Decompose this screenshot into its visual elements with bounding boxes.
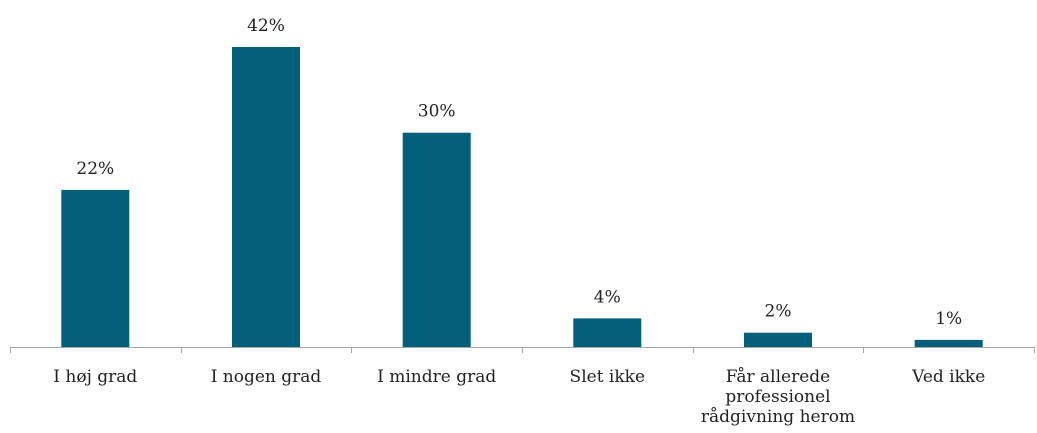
- category-label-line: I høj grad: [53, 367, 137, 387]
- category-label-i-hoj-grad: I høj grad: [53, 367, 137, 387]
- category-labels-group: I høj grad I nogen grad I mindre grad Slet …: [53, 367, 985, 427]
- bars-group: [61, 47, 983, 347]
- category-label-line: I mindre grad: [377, 367, 496, 387]
- bar-i-hoj-grad: [61, 189, 130, 347]
- data-labels-group: 22% 42% 30% 4% 2% 1%: [76, 16, 962, 329]
- category-label-far-allerede-professionel-radgivning-herom: Får allerede professionel rådgivning herom: [701, 367, 855, 427]
- data-label-ved-ikke: 1%: [935, 309, 962, 329]
- category-label-line: professionel: [725, 387, 830, 407]
- category-label-slet-ikke: Slet ikke: [570, 367, 645, 387]
- bar-ved-ikke: [914, 339, 983, 347]
- bar-i-mindre-grad: [402, 132, 471, 347]
- category-label-line: Får allerede: [726, 367, 831, 387]
- data-label-slet-ikke: 4%: [594, 287, 621, 307]
- category-label-i-nogen-grad: I nogen grad: [211, 367, 322, 387]
- category-label-i-mindre-grad: I mindre grad: [377, 367, 496, 387]
- category-label-line: I nogen grad: [211, 367, 322, 387]
- bar-i-nogen-grad: [232, 47, 300, 347]
- data-label-i-hoj-grad: 22%: [76, 159, 114, 179]
- category-label-ved-ikke: Ved ikke: [911, 367, 985, 387]
- data-label-i-nogen-grad: 42%: [247, 16, 285, 36]
- category-label-line: rådgivning herom: [701, 407, 855, 427]
- category-label-line: Slet ikke: [570, 367, 645, 387]
- category-label-line: Ved ikke: [911, 367, 985, 387]
- data-label-far-allerede-professionel-radgivning-herom: 2%: [765, 302, 792, 322]
- bar-slet-ikke: [573, 318, 642, 347]
- data-label-i-mindre-grad: 30%: [418, 102, 456, 122]
- x-axis-ticks-group: [10, 347, 1035, 353]
- bar-far-allerede-professionel-radgivning-herom: [744, 332, 812, 347]
